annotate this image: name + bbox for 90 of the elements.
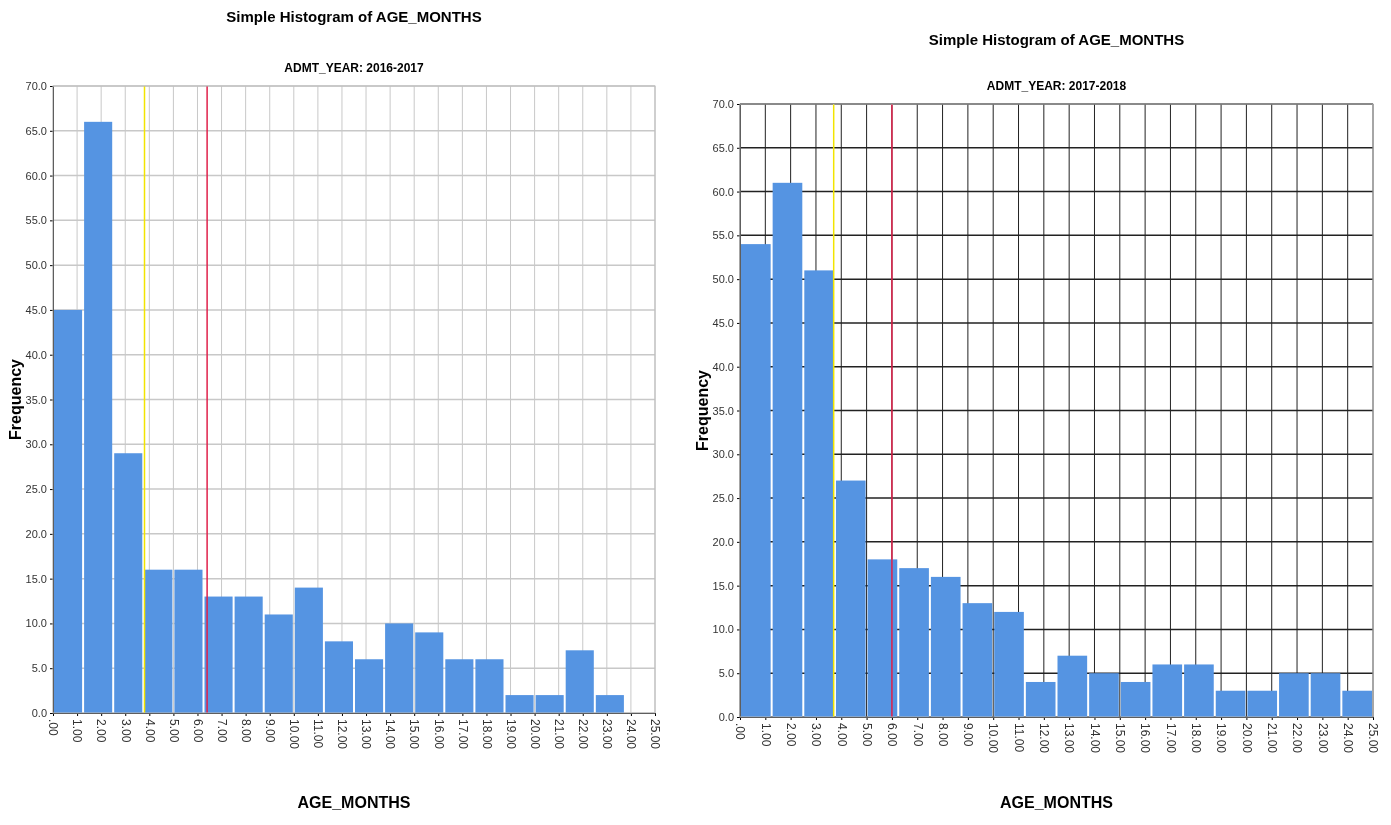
x-tick-label: 19.00	[503, 719, 518, 750]
x-tick-label: 2.00	[94, 719, 109, 743]
y-tick-label: 60.0	[25, 169, 47, 182]
y-tick-label: 70.0	[712, 98, 734, 111]
y-axis-title: Frequency	[694, 369, 711, 451]
x-tick-label: 12.00	[335, 719, 350, 750]
y-tick-label: 0.0	[718, 711, 734, 724]
x-tick-label: 24.00	[624, 719, 639, 750]
y-tick-label: 45.0	[712, 316, 734, 329]
chart-title: Simple Histogram of AGE_MONTHS	[928, 31, 1185, 48]
x-tick-label: 24.00	[1340, 723, 1355, 754]
x-tick-label: 10.00	[986, 723, 1001, 754]
y-tick-label: 20.0	[712, 535, 734, 548]
y-tick-label: 60.0	[712, 185, 734, 198]
y-tick-label: 25.0	[25, 483, 47, 496]
x-tick-label: 13.00	[359, 719, 374, 750]
x-tick-label: 4.00	[834, 723, 849, 747]
y-tick-label: 5.0	[718, 667, 734, 680]
x-tick-label: .00	[733, 723, 748, 741]
x-tick-label: 25.00	[648, 719, 663, 750]
y-tick-label: 10.0	[25, 617, 47, 630]
y-tick-label: 65.0	[25, 124, 47, 137]
x-tick-label: 21.00	[551, 719, 566, 750]
x-axis-title: AGE_MONTHS	[297, 794, 411, 811]
x-tick-label: 20.00	[527, 719, 542, 750]
y-tick-label: 30.0	[25, 438, 47, 451]
x-axis-title: AGE_MONTHS	[1000, 794, 1114, 811]
x-tick-label: 17.00	[455, 719, 470, 750]
x-tick-label: 16.00	[431, 719, 446, 750]
y-tick-label: 10.0	[712, 623, 734, 636]
x-tick-label: 14.00	[1087, 723, 1102, 754]
x-tick-label: 14.00	[383, 719, 398, 750]
x-tick-label: 12.00	[1037, 723, 1052, 754]
y-tick-label: 50.0	[712, 273, 734, 286]
x-tick-label: 5.00	[859, 723, 874, 747]
x-tick-label: 9.00	[961, 723, 976, 747]
x-tick-label: 11.00	[311, 719, 326, 749]
x-tick-label: 22.00	[576, 719, 591, 750]
y-tick-label: 40.0	[25, 348, 47, 361]
x-tick-label: 6.00	[190, 719, 205, 743]
x-tick-label: 22.00	[1290, 723, 1305, 754]
x-tick-label: 4.00	[142, 719, 157, 743]
x-tick-label: 5.00	[166, 719, 181, 743]
x-tick-label: 1.00	[70, 719, 85, 743]
x-tick-label: 21.00	[1265, 723, 1280, 754]
y-tick-label: 0.0	[31, 707, 47, 720]
x-tick-label: 15.00	[407, 719, 422, 750]
x-tick-label: 18.00	[1189, 723, 1204, 754]
x-tick-label: 13.00	[1062, 723, 1077, 754]
x-tick-label: 11.00	[1011, 723, 1026, 753]
x-tick-label: 16.00	[1138, 723, 1153, 754]
x-tick-label: 17.00	[1163, 723, 1178, 754]
x-tick-label: 18.00	[479, 719, 494, 750]
y-tick-label: 15.0	[712, 579, 734, 592]
y-tick-label: 65.0	[712, 141, 734, 154]
chart-subtitle: ADMT_YEAR: 2016-2017	[284, 61, 425, 75]
x-tick-label: 3.00	[809, 723, 824, 747]
x-tick-label: 20.00	[1239, 723, 1254, 754]
x-tick-label: .00	[46, 719, 61, 737]
x-tick-label: 10.00	[287, 719, 302, 750]
x-tick-label: 25.00	[1366, 723, 1381, 754]
y-axis-title: Frequency	[7, 358, 24, 440]
y-tick-label: 35.0	[25, 393, 47, 406]
chart-subtitle: ADMT_YEAR: 2017-2018	[986, 79, 1127, 93]
x-tick-label: 19.00	[1214, 723, 1229, 754]
y-tick-label: 35.0	[712, 404, 734, 417]
y-tick-label: 55.0	[25, 214, 47, 227]
x-tick-label: 8.00	[238, 719, 253, 743]
chart-title: Simple Histogram of AGE_MONTHS	[226, 8, 482, 25]
y-tick-label: 30.0	[712, 448, 734, 461]
x-tick-label: 8.00	[935, 723, 950, 747]
y-tick-label: 5.0	[31, 662, 47, 675]
x-tick-label: 7.00	[214, 719, 229, 743]
y-tick-label: 20.0	[25, 527, 47, 540]
x-tick-label: 9.00	[263, 719, 278, 743]
y-tick-label: 25.0	[712, 492, 734, 505]
y-tick-label: 40.0	[712, 360, 734, 373]
x-tick-label: 6.00	[885, 723, 900, 747]
x-tick-label: 15.00	[1113, 723, 1128, 754]
y-tick-label: 55.0	[712, 229, 734, 242]
y-tick-label: 45.0	[25, 303, 47, 316]
x-tick-label: 1.00	[758, 723, 773, 747]
x-tick-label: 3.00	[118, 719, 133, 743]
y-tick-label: 70.0	[25, 80, 47, 93]
y-tick-label: 15.0	[25, 572, 47, 585]
x-tick-label: 23.00	[1315, 723, 1330, 754]
x-tick-label: 23.00	[600, 719, 615, 750]
y-tick-label: 50.0	[25, 259, 47, 272]
x-tick-label: 7.00	[910, 723, 925, 747]
x-tick-label: 2.00	[783, 723, 798, 747]
